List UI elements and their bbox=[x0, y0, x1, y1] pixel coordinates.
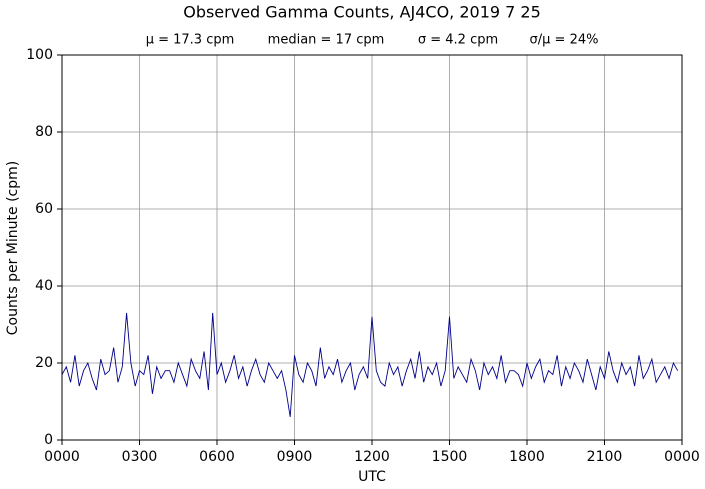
subtitle: σ/μ = 24% bbox=[530, 33, 599, 48]
y-tick-label: 40 bbox=[35, 278, 53, 294]
plot-frame bbox=[61, 54, 683, 441]
x-tick-label: 1200 bbox=[354, 449, 390, 465]
y-tick-label: 20 bbox=[35, 355, 53, 371]
y-tick-label: 100 bbox=[26, 47, 53, 63]
x-tick-label: 0000 bbox=[664, 449, 700, 465]
subtitle: μ = 17.3 cpm bbox=[146, 33, 235, 48]
x-tick-label: 0600 bbox=[199, 449, 235, 465]
subtitle: σ = 4.2 cpm bbox=[418, 33, 498, 48]
x-tick-label: 0000 bbox=[44, 449, 80, 465]
x-tick-label: 2100 bbox=[587, 449, 623, 465]
chart-title: Observed Gamma Counts, AJ4CO, 2019 7 25 bbox=[183, 3, 541, 22]
y-axis-label: Counts per Minute (cpm) bbox=[5, 161, 21, 335]
x-axis-label: UTC bbox=[358, 469, 386, 485]
x-tick-label: 1800 bbox=[509, 449, 545, 465]
y-tick-label: 0 bbox=[44, 432, 53, 448]
y-tick-label: 60 bbox=[35, 201, 53, 217]
x-tick-label: 1500 bbox=[432, 449, 468, 465]
data-line bbox=[61, 312, 679, 417]
y-tick-label: 80 bbox=[35, 124, 53, 140]
subtitle: median = 17 cpm bbox=[268, 33, 385, 48]
x-tick-label: 0900 bbox=[277, 449, 313, 465]
x-tick-label: 0300 bbox=[122, 449, 158, 465]
